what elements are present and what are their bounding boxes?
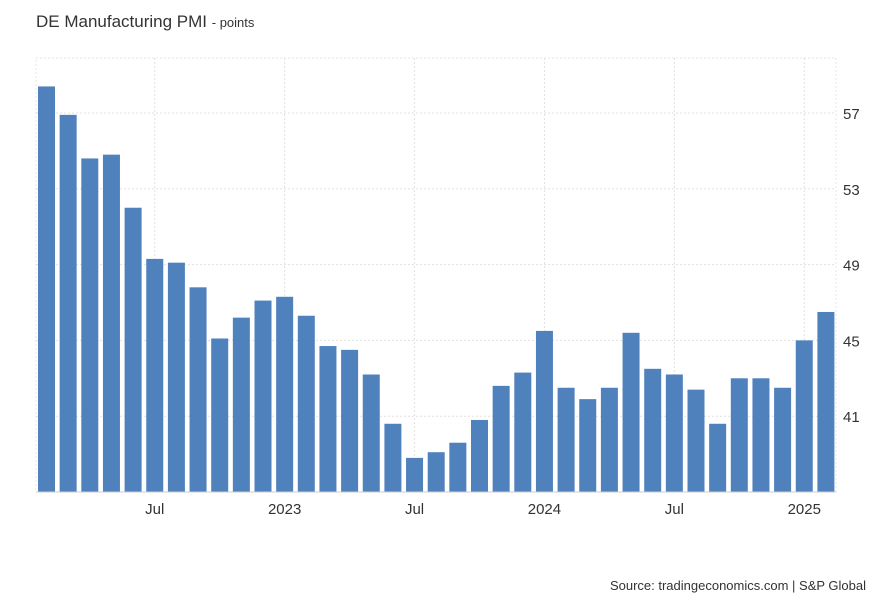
bar: Jan 2024: 45.5	[535, 330, 553, 492]
bar: Jul 2022: 49.3	[146, 258, 164, 492]
bar: Jan 2023: 47.3	[276, 296, 294, 492]
x-tick-label: 2025	[788, 501, 821, 518]
bar: Oct 2022: 45.1	[211, 338, 229, 492]
x-tick-label: Jul	[145, 501, 164, 518]
x-tick-label: 2023	[268, 501, 301, 518]
bar: Feb 2023: 46.3	[297, 315, 315, 492]
bar: Mar 2024: 41.9	[579, 399, 597, 492]
bar: Oct 2024: 43	[730, 378, 748, 492]
bar: Aug 2022: 49.1	[167, 262, 185, 492]
bar: May 2024: 45.4	[622, 332, 640, 492]
bar: Mar 2022: 56.9	[59, 114, 77, 492]
bar: Dec 2024: 42.5	[774, 387, 792, 492]
chart-title: DE Manufacturing PMI - points	[36, 12, 254, 32]
bar: Nov 2024: 43	[752, 378, 770, 492]
bar: Aug 2024: 42.4	[687, 389, 705, 492]
bar: Sep 2022: 47.8	[189, 287, 207, 492]
bar: Sep 2024: 40.6	[709, 423, 727, 492]
title-text: DE Manufacturing PMI	[36, 12, 208, 31]
bar: Mar 2023: 44.7	[319, 346, 337, 492]
bar: Jan 2025: 45	[795, 340, 813, 492]
x-tick-label: Jul	[665, 501, 684, 518]
bar: Jun 2024: 43.5	[644, 368, 662, 492]
y-tick-label: 53	[843, 182, 860, 199]
y-tick-label: 45	[843, 333, 860, 350]
bar: Dec 2022: 47.1	[254, 300, 272, 492]
y-tick-label: 57	[843, 106, 860, 123]
x-tick-label: Jul	[405, 501, 424, 518]
bar: Jun 2023: 40.6	[384, 423, 402, 492]
bar: Dec 2023: 43.3	[514, 372, 532, 492]
bar: Sep 2023: 39.6	[449, 442, 467, 492]
bar: Aug 2023: 39.1	[427, 452, 445, 492]
y-tick-label: 49	[843, 258, 860, 275]
bar: Nov 2022: 46.2	[232, 317, 250, 492]
x-tick-label: 2024	[528, 501, 561, 518]
bar: Jun 2022: 52	[124, 207, 142, 492]
bar: Apr 2023: 44.5	[341, 349, 359, 492]
bar: May 2022: 54.8	[102, 154, 120, 492]
y-tick-label: 41	[843, 409, 860, 426]
bar: Jul 2023: 38.8	[406, 457, 424, 492]
bar: May 2023: 43.2	[362, 374, 380, 492]
bar: Feb 2022: 58.4	[38, 86, 55, 492]
bar: Nov 2023: 42.6	[492, 385, 510, 492]
source-label: Source: tradingeconomics.com | S&P Globa…	[609, 578, 866, 593]
bar: Apr 2022: 54.6	[81, 158, 99, 492]
bar: Apr 2024: 42.5	[600, 387, 618, 492]
bar: Feb 2024: 42.5	[557, 387, 575, 492]
bar: Feb 2025: 46.5	[817, 311, 835, 492]
bar: Jul 2024: 43.2	[665, 374, 683, 492]
bar: Oct 2023: 40.8	[471, 419, 488, 492]
unit-label: - points	[211, 15, 255, 30]
